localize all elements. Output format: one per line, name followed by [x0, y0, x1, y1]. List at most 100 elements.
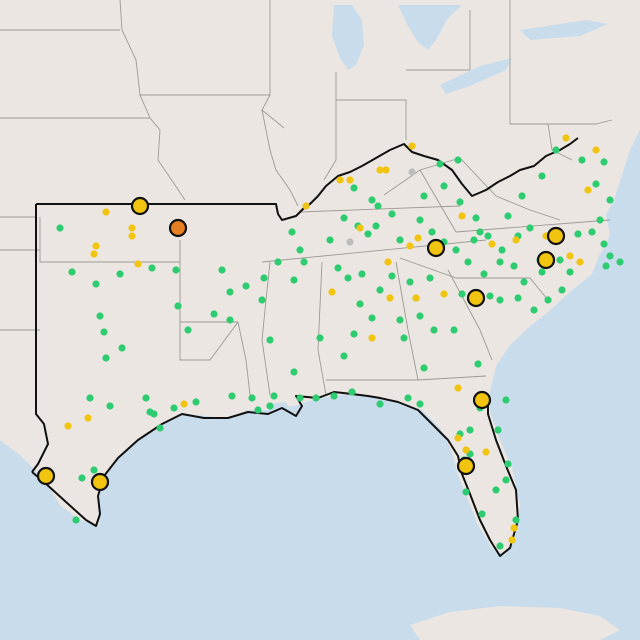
map-marker-green[interactable]	[274, 258, 282, 266]
map-marker-green[interactable]	[512, 516, 520, 524]
map-marker-green[interactable]	[518, 192, 526, 200]
map-marker-green[interactable]	[86, 394, 94, 402]
map-marker-yellow[interactable]	[408, 142, 416, 150]
map-marker-green[interactable]	[344, 274, 352, 282]
map-marker-green[interactable]	[502, 476, 510, 484]
map-marker-green[interactable]	[226, 288, 234, 296]
map-marker-large-yellow[interactable]	[472, 390, 492, 410]
map-marker-green[interactable]	[376, 286, 384, 294]
map-marker-large-yellow[interactable]	[426, 238, 446, 258]
map-marker-yellow[interactable]	[592, 146, 600, 154]
map-marker-green[interactable]	[426, 274, 434, 282]
map-marker-yellow[interactable]	[488, 240, 496, 248]
map-marker-green[interactable]	[466, 426, 474, 434]
map-marker-green[interactable]	[496, 258, 504, 266]
map-marker-green[interactable]	[170, 404, 178, 412]
map-marker-yellow[interactable]	[566, 252, 574, 260]
map-marker-green[interactable]	[368, 314, 376, 322]
map-marker-green[interactable]	[574, 230, 582, 238]
map-marker-green[interactable]	[260, 274, 268, 282]
map-marker-green[interactable]	[502, 396, 510, 404]
map-marker-green[interactable]	[56, 224, 64, 232]
map-marker-green[interactable]	[218, 266, 226, 274]
map-marker-green[interactable]	[396, 316, 404, 324]
map-marker-green[interactable]	[300, 258, 308, 266]
map-marker-yellow[interactable]	[454, 384, 462, 392]
map-marker-green[interactable]	[118, 344, 126, 352]
map-marker-green[interactable]	[420, 364, 428, 372]
map-marker-yellow[interactable]	[346, 176, 354, 184]
map-marker-green[interactable]	[486, 292, 494, 300]
map-marker-green[interactable]	[558, 286, 566, 294]
map-marker-green[interactable]	[92, 280, 100, 288]
map-marker-green[interactable]	[530, 306, 538, 314]
map-marker-green[interactable]	[258, 296, 266, 304]
map-marker-green[interactable]	[440, 182, 448, 190]
map-marker-green[interactable]	[290, 276, 298, 284]
map-marker-green[interactable]	[602, 262, 610, 270]
map-marker-green[interactable]	[456, 198, 464, 206]
map-marker-green[interactable]	[480, 270, 488, 278]
map-marker-large-yellow[interactable]	[130, 196, 150, 216]
map-marker-green[interactable]	[476, 228, 484, 236]
map-marker-green[interactable]	[450, 326, 458, 334]
map-marker-green[interactable]	[452, 246, 460, 254]
map-marker-green[interactable]	[266, 402, 274, 410]
map-marker-green[interactable]	[330, 392, 338, 400]
map-marker-green[interactable]	[492, 486, 500, 494]
map-marker-green[interactable]	[156, 424, 164, 432]
map-marker-yellow[interactable]	[84, 414, 92, 422]
map-marker-green[interactable]	[416, 216, 424, 224]
map-marker-green[interactable]	[248, 394, 256, 402]
map-marker-large-yellow[interactable]	[36, 466, 56, 486]
map-marker-green[interactable]	[526, 224, 534, 232]
map-marker-green[interactable]	[464, 258, 472, 266]
map-marker-yellow[interactable]	[386, 294, 394, 302]
map-marker-green[interactable]	[348, 388, 356, 396]
map-marker-green[interactable]	[606, 252, 614, 260]
map-marker-green[interactable]	[150, 410, 158, 418]
map-marker-yellow[interactable]	[368, 334, 376, 342]
map-marker-green[interactable]	[478, 510, 486, 518]
map-marker-large-yellow[interactable]	[546, 226, 566, 246]
map-marker-green[interactable]	[514, 294, 522, 302]
map-marker-green[interactable]	[296, 394, 304, 402]
map-marker-green[interactable]	[358, 270, 366, 278]
map-marker-yellow[interactable]	[384, 258, 392, 266]
map-marker-green[interactable]	[396, 236, 404, 244]
map-marker-green[interactable]	[116, 270, 124, 278]
map-marker-yellow[interactable]	[128, 232, 136, 240]
map-marker-green[interactable]	[472, 214, 480, 222]
map-marker-green[interactable]	[364, 230, 372, 238]
map-marker-green[interactable]	[326, 236, 334, 244]
map-marker-yellow[interactable]	[482, 448, 490, 456]
map-marker-yellow[interactable]	[454, 434, 462, 442]
map-marker-green[interactable]	[106, 402, 114, 410]
map-marker-green[interactable]	[494, 426, 502, 434]
map-marker-green[interactable]	[600, 240, 608, 248]
map-marker-green[interactable]	[316, 334, 324, 342]
map-marker-green[interactable]	[600, 158, 608, 166]
map-marker-green[interactable]	[504, 460, 512, 468]
map-marker-green[interactable]	[78, 474, 86, 482]
map-marker-green[interactable]	[340, 214, 348, 222]
map-marker-green[interactable]	[616, 258, 624, 266]
map-marker-green[interactable]	[416, 400, 424, 408]
map-marker-green[interactable]	[334, 264, 342, 272]
map-marker-yellow[interactable]	[458, 212, 466, 220]
map-marker-green[interactable]	[228, 392, 236, 400]
map-marker-green[interactable]	[254, 406, 262, 414]
map-marker-yellow[interactable]	[90, 250, 98, 258]
map-marker-yellow[interactable]	[414, 234, 422, 242]
map-marker-green[interactable]	[226, 316, 234, 324]
map-marker-yellow[interactable]	[102, 208, 110, 216]
map-marker-green[interactable]	[498, 246, 506, 254]
map-marker-green[interactable]	[270, 392, 278, 400]
map-marker-green[interactable]	[496, 296, 504, 304]
map-marker-green[interactable]	[142, 394, 150, 402]
map-marker-green[interactable]	[172, 266, 180, 274]
map-marker-green[interactable]	[312, 394, 320, 402]
map-marker-green[interactable]	[102, 354, 110, 362]
